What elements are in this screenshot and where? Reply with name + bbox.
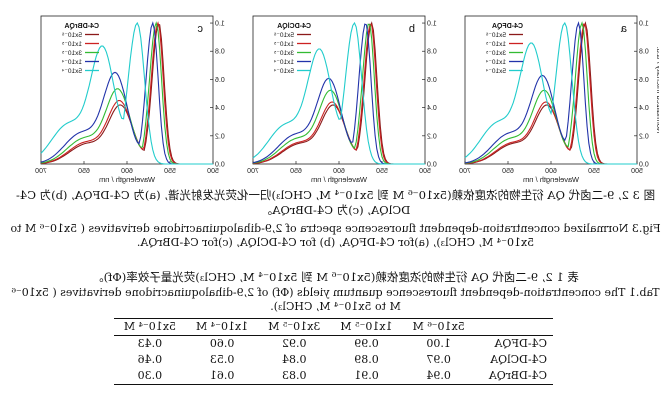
table-row: C4-DBrQA 0.94 0.91 0.83 0.61 0.30 bbox=[113, 368, 553, 385]
legend-label: 1x10⁻⁴ bbox=[273, 59, 294, 66]
table-cell: 0.89 bbox=[354, 353, 379, 366]
table-row: C4-DFQA 1.00 0.99 0.92 0.60 0.43 bbox=[114, 336, 553, 353]
figure-caption-english: Fig.3 Normalized concentration-dependent… bbox=[10, 222, 661, 249]
x-tick-label: 650 bbox=[502, 168, 514, 175]
spectrum-panel-a: 500 550 600 650 700 0.0 0.2 0.4 0.6 0.8 1.0 Wavelen… bbox=[459, 15, 659, 184]
x-axis-title: Wavelength / nm bbox=[99, 175, 155, 184]
y-tick-label: 0.6 bbox=[215, 77, 225, 84]
x-axis-title: Wavelength / nm bbox=[523, 175, 579, 184]
legend-title: C4-DBrQA bbox=[64, 23, 99, 30]
legend-label: 3x10⁻⁵ bbox=[273, 50, 294, 57]
table-cell: 0.84 bbox=[282, 353, 307, 366]
x-tick-label: 650 bbox=[78, 168, 90, 175]
x-tick-label: 500 bbox=[631, 168, 643, 175]
x-tick-label: 600 bbox=[333, 168, 345, 175]
y-tick-label: 0.2 bbox=[427, 133, 437, 140]
table-cell: 0.60 bbox=[209, 337, 235, 350]
panel-letter: b bbox=[409, 23, 415, 35]
table-cell: 0.94 bbox=[402, 368, 475, 385]
y-tick-label: 0.8 bbox=[215, 49, 225, 56]
y-tick-label: 0.0 bbox=[427, 162, 437, 169]
legend-label: 1x10⁻⁵ bbox=[61, 41, 82, 48]
y-tick-label: 0.8 bbox=[639, 49, 649, 56]
series-line-4 bbox=[252, 21, 425, 165]
spectrum-panel-c: 500 550 600 650 700 0.0 0.2 0.4 0.6 0.8 1.0 Wavelen… bbox=[35, 15, 225, 184]
table-header-row: 5x10⁻⁶ M 1x10⁻⁵ M 3x10⁻⁵ M 1x10⁻⁴ M 5x10… bbox=[113, 318, 553, 336]
table-header-cell: 1x10⁻⁴ M bbox=[185, 318, 259, 336]
y-axis-title: Normalized Intensity / a.u. bbox=[655, 47, 659, 134]
y-tick-label: 1.0 bbox=[215, 21, 225, 28]
x-tick-label: 700 bbox=[35, 168, 47, 175]
x-tick-label: 650 bbox=[290, 168, 302, 175]
legend-title: C4-DFQA bbox=[492, 23, 523, 30]
y-tick-label: 1.0 bbox=[427, 21, 437, 28]
table-cell: 0.43 bbox=[137, 337, 163, 350]
legend-label: 5x10⁻⁶ bbox=[485, 32, 506, 39]
legend-label: 5x10⁻⁶ bbox=[273, 32, 294, 39]
legend-label: 5x10⁻⁶ bbox=[61, 32, 82, 39]
x-tick-label: 550 bbox=[164, 168, 176, 175]
panel-letter: c bbox=[197, 23, 203, 35]
y-tick-label: 0.2 bbox=[639, 133, 649, 140]
fluorescence-spectra-figure: 500 550 600 650 700 0.0 0.2 0.4 0.6 0.8 1.0 Wavelen… bbox=[35, 15, 659, 184]
table-cell: 0.53 bbox=[209, 353, 235, 366]
x-axis-title: Wavelength / nm bbox=[311, 175, 367, 184]
x-tick-label: 500 bbox=[419, 168, 431, 175]
y-tick-label: 1.0 bbox=[639, 21, 649, 28]
table-cell: 0.91 bbox=[330, 368, 403, 385]
x-tick-label: 550 bbox=[376, 168, 388, 175]
legend-label: 3x10⁻⁵ bbox=[61, 50, 82, 57]
legend-label: 1x10⁻⁵ bbox=[273, 41, 294, 48]
series-line-4 bbox=[40, 21, 213, 165]
y-tick-label: 0.4 bbox=[427, 105, 437, 112]
x-tick-label: 600 bbox=[545, 168, 557, 175]
table-title-english: Tab.1 The concentration-dependent fluore… bbox=[11, 286, 660, 313]
table-cell: 0.30 bbox=[113, 368, 186, 385]
y-tick-label: 0.6 bbox=[427, 77, 437, 84]
x-tick-label: 500 bbox=[207, 168, 219, 175]
quantum-yield-table: 5x10⁻⁶ M 1x10⁻⁵ M 3x10⁻⁵ M 1x10⁻⁴ M 5x10… bbox=[113, 318, 553, 385]
x-tick-label: 700 bbox=[247, 168, 259, 175]
table-header-cell: 3x10⁻⁵ M bbox=[258, 318, 331, 336]
table-header-cell bbox=[474, 318, 553, 336]
panel-letter: a bbox=[620, 23, 627, 35]
legend-label: 5x10⁻⁴ bbox=[485, 68, 506, 75]
table-header-cell: 1x10⁻⁵ M bbox=[330, 318, 403, 336]
table-row: C4-DClQA 0.97 0.89 0.84 0.53 0.46 bbox=[114, 352, 553, 368]
legend-label: 5x10⁻⁴ bbox=[61, 68, 82, 75]
table-cell: 0.61 bbox=[185, 368, 259, 385]
table-row-label: C4-DBrQA bbox=[474, 368, 553, 385]
y-tick-label: 0.8 bbox=[427, 49, 437, 56]
legend-title: C4-DClQA bbox=[277, 23, 311, 30]
legend-label: 1x10⁻⁴ bbox=[485, 59, 506, 66]
table-title-chinese: 表 1 2, 9-二卤代 QA 衍生物的浓度依赖(5x10⁻⁶ M 到 5x10… bbox=[92, 270, 579, 284]
y-tick-label: 0.0 bbox=[215, 162, 225, 169]
table-cell: 0.92 bbox=[282, 337, 307, 350]
x-tick-label: 600 bbox=[121, 168, 133, 175]
table-row-label: C4-DFQA bbox=[494, 337, 547, 350]
table-cell: 0.97 bbox=[426, 353, 451, 366]
y-tick-label: 0.4 bbox=[639, 105, 649, 112]
y-tick-label: 0.2 bbox=[215, 133, 225, 140]
table-cell: 1.00 bbox=[426, 337, 451, 350]
table-header-cell: 5x10⁻⁴ M bbox=[113, 318, 186, 336]
table-cell: 0.46 bbox=[137, 353, 163, 366]
series-line-4 bbox=[464, 21, 637, 165]
table-row-label: C4-DClQA bbox=[490, 353, 547, 366]
legend-label: 5x10⁻⁴ bbox=[273, 68, 294, 75]
legend-label: 1x10⁻⁴ bbox=[61, 59, 82, 66]
legend-label: 3x10⁻⁵ bbox=[485, 50, 506, 57]
figure-caption-chinese: 图 3 2, 9-二卤代 QA 衍生物的浓度依赖(5x10⁻⁶ M 到 5x10… bbox=[15, 188, 656, 217]
y-tick-label: 0.4 bbox=[215, 105, 225, 112]
spectrum-panel-b: 500 550 600 650 700 0.0 0.2 0.4 0.6 0.8 1.0 Wavelen… bbox=[247, 15, 437, 184]
y-tick-label: 0.6 bbox=[639, 77, 649, 84]
x-tick-label: 700 bbox=[459, 168, 471, 175]
table-cell: 0.99 bbox=[354, 337, 379, 350]
legend-label: 1x10⁻⁵ bbox=[485, 41, 506, 48]
y-tick-label: 0.0 bbox=[639, 162, 649, 169]
table-header-cell: 5x10⁻⁶ M bbox=[402, 318, 475, 336]
table-cell: 0.83 bbox=[258, 368, 331, 385]
x-tick-label: 550 bbox=[588, 168, 600, 175]
